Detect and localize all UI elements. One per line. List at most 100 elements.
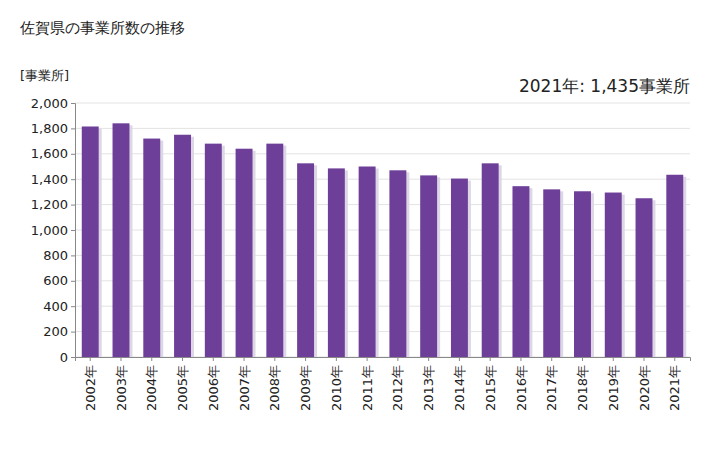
tick: 400 (43, 299, 75, 314)
tick: 2002年 (83, 357, 98, 411)
tick-label: 2010年 (329, 365, 344, 411)
tick: 2010年 (329, 357, 344, 411)
tick-label: 2020年 (637, 365, 652, 411)
tick-mark (90, 357, 91, 361)
tick: 2017年 (544, 357, 559, 411)
bar (605, 193, 622, 357)
tick: 2009年 (298, 357, 313, 411)
tick-label: 2002年 (83, 365, 98, 411)
tick-mark (71, 255, 75, 256)
tick-label: 2003年 (114, 365, 129, 411)
grid-line (75, 230, 690, 231)
tick-mark (71, 154, 75, 155)
tick-label: 200 (43, 324, 68, 339)
grid-line (75, 204, 690, 205)
annotation: 2021年: 1,435事業所 (519, 76, 690, 96)
tick-mark (428, 357, 429, 361)
tick-mark (644, 357, 645, 361)
bar (143, 139, 160, 357)
bar (512, 186, 529, 357)
axis-line (76, 358, 691, 362)
tick-label: 2,000 (31, 96, 68, 111)
chart: 佐賀県の事業所数の推移[事業所]2021年: 1,435事業所020040060… (0, 0, 728, 450)
tick-mark (71, 357, 75, 358)
tick-mark (71, 230, 75, 231)
tick-mark (397, 357, 398, 361)
tick: 2013年 (421, 357, 436, 411)
tick: 1,800 (31, 121, 75, 136)
grid-line (75, 128, 690, 129)
tick-mark (213, 357, 214, 361)
tick-label: 2005年 (175, 365, 190, 411)
tick: 1,000 (31, 223, 75, 238)
tick-mark (120, 357, 121, 361)
tick: 1,600 (31, 146, 75, 161)
x-axis: 2002年 2003年 2004年 2005年 2006年 2007年 2008年 2009年… (76, 357, 691, 411)
tick: 2008年 (267, 357, 282, 411)
bar (420, 175, 437, 357)
tick: 2016年 (513, 357, 528, 411)
tick-label: 2009年 (298, 365, 313, 411)
tick-label: 1,400 (31, 172, 68, 187)
bar (328, 168, 345, 357)
tick: 2012年 (390, 357, 405, 411)
bar (113, 123, 130, 357)
bar (389, 170, 406, 357)
tick-label: 2013年 (421, 365, 436, 411)
bar (205, 144, 222, 357)
title: 佐賀県の事業所数の推移 (20, 19, 185, 37)
bar (359, 167, 376, 358)
tick: 2021年 (667, 357, 682, 411)
tick-mark (582, 357, 583, 361)
grid-line (75, 331, 690, 332)
tick-mark (71, 103, 75, 104)
tick-label: 2011年 (360, 365, 375, 411)
tick-label: 800 (43, 248, 68, 263)
tick-label: 400 (43, 299, 68, 314)
tick: 800 (43, 248, 75, 263)
tick-label: 2021年 (667, 365, 682, 411)
tick-mark (244, 357, 245, 361)
tick-mark (71, 179, 75, 180)
tick-mark (551, 357, 552, 361)
tick-mark (520, 357, 521, 361)
tick: 1,400 (31, 172, 75, 187)
grid-line (75, 255, 690, 256)
bar (297, 163, 314, 357)
tick: 2005年 (175, 357, 190, 411)
tick: 2015年 (483, 357, 498, 411)
tick-mark (71, 281, 75, 282)
tick-label: 2007年 (237, 365, 252, 411)
tick-mark (274, 357, 275, 361)
tick: 1,200 (31, 197, 75, 212)
tick-label: 0 (60, 350, 68, 365)
tick-label: 2018年 (575, 365, 590, 411)
tick-label: 1,000 (31, 223, 68, 238)
tick: 600 (43, 273, 75, 288)
bar (174, 135, 191, 357)
tick-label: 2016年 (513, 365, 528, 411)
bar (574, 191, 591, 357)
plot: 0 200 400 600 800 1,000 1,200 1,400 1,600 1,800 2,… (31, 96, 691, 411)
bar (543, 189, 560, 357)
tick-mark (71, 332, 75, 333)
grid-line (75, 103, 690, 104)
tick-label: 2015年 (483, 365, 498, 411)
tick: 2007年 (237, 357, 252, 411)
tick-label: 2012年 (390, 365, 405, 411)
tick: 0 (60, 350, 75, 365)
tick: 2,000 (31, 96, 75, 111)
tick: 2018年 (575, 357, 590, 411)
tick-mark (71, 128, 75, 129)
tick-mark (613, 357, 614, 361)
tick-label: 1,600 (31, 146, 68, 161)
tick-label: 2004年 (144, 365, 159, 411)
tick-mark (674, 357, 675, 361)
tick: 2006年 (206, 357, 221, 411)
tick: 200 (43, 324, 75, 339)
tick-mark (182, 357, 183, 361)
tick-label: 1,200 (31, 197, 68, 212)
bar (82, 126, 99, 357)
tick-label: 600 (43, 273, 68, 288)
tick-mark (459, 357, 460, 361)
